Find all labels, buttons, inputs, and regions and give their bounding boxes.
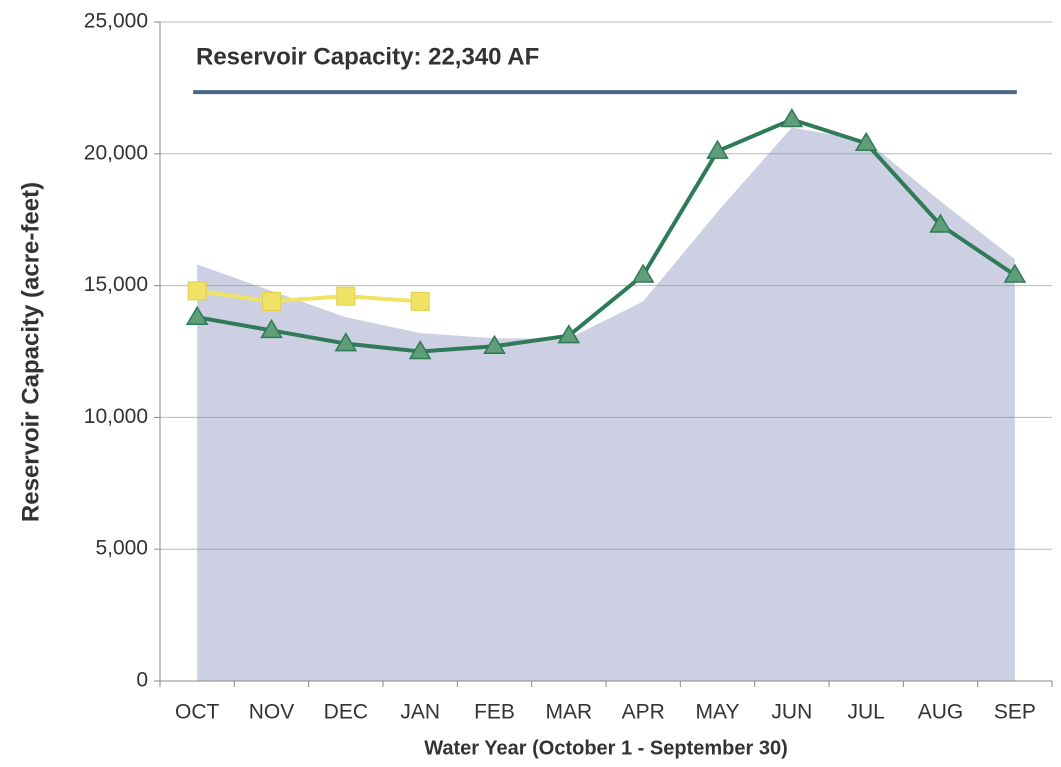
y-axis-label: Reservoir Capacity (acre-feet) xyxy=(17,182,44,522)
x-tick-label: OCT xyxy=(175,701,220,724)
y-tick-label: 15,000 xyxy=(84,273,148,296)
x-tick-label: MAY xyxy=(696,701,740,724)
x-tick-label: APR xyxy=(622,701,665,724)
x-axis-label: Water Year (October 1 - September 30) xyxy=(424,737,787,759)
marker xyxy=(780,108,804,128)
x-tick-label: FEB xyxy=(474,701,515,724)
annotation: Reservoir Capacity: 22,340 AF xyxy=(196,43,539,70)
marker xyxy=(706,139,729,159)
x-tick-label: DEC xyxy=(324,701,368,724)
marker xyxy=(410,291,430,311)
area xyxy=(197,127,1015,681)
series-line xyxy=(196,117,1016,354)
marker xyxy=(185,305,209,325)
marker xyxy=(262,291,281,311)
series-line xyxy=(196,288,421,304)
marker xyxy=(408,340,432,360)
x-tick-label: JUL xyxy=(847,701,884,724)
marker xyxy=(336,286,356,306)
marker xyxy=(260,318,283,339)
x-tick-label: AUG xyxy=(918,701,964,724)
y-tick-label: 10,000 xyxy=(84,405,148,428)
marker xyxy=(557,324,581,344)
marker xyxy=(187,281,207,301)
marker xyxy=(929,213,952,233)
x-tick-label: JUN xyxy=(771,701,812,724)
marker xyxy=(1003,263,1027,283)
y-tick-label: 5,000 xyxy=(95,537,148,560)
x-tick-label: MAR xyxy=(545,701,592,724)
marker xyxy=(483,334,506,354)
x-tick-label: JAN xyxy=(400,701,440,724)
y-tick-label: 20,000 xyxy=(84,141,148,164)
marker xyxy=(334,332,358,352)
y-tick-label: 0 xyxy=(136,669,148,692)
y-tick-label: 25,000 xyxy=(84,10,148,33)
x-tick-label: SEP xyxy=(994,701,1036,724)
marker xyxy=(854,131,878,152)
x-tick-label: NOV xyxy=(249,701,295,724)
marker xyxy=(631,263,655,283)
